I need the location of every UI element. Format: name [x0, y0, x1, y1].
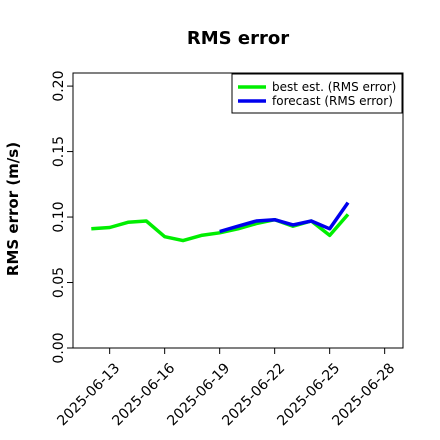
chart-title: RMS error — [187, 28, 289, 49]
y-tick-label: 0.20 — [51, 71, 67, 102]
y-tick-label: 0.10 — [51, 201, 67, 232]
y-tick-label: 0.15 — [51, 136, 67, 167]
legend-label-forecast: forecast (RMS error) — [272, 94, 393, 108]
x-axis-ticks: 2025-06-132025-06-162025-06-192025-06-22… — [54, 348, 398, 429]
y-axis-label: RMS error (m/s) — [4, 142, 22, 276]
y-axis-ticks: 0.00 0.05 0.10 0.15 0.20 — [51, 71, 73, 364]
series-line-0 — [91, 213, 350, 243]
legend-label-best-est: best est. (RMS error) — [272, 80, 396, 94]
y-tick-label: 0.00 — [51, 332, 67, 363]
series-line-1 — [219, 201, 350, 234]
plot-frame — [72, 72, 404, 349]
legend: best est. (RMS error) forecast (RMS erro… — [231, 73, 403, 114]
y-tick-label: 0.05 — [51, 267, 67, 298]
series-layer — [91, 201, 350, 243]
legend-box — [231, 73, 403, 114]
